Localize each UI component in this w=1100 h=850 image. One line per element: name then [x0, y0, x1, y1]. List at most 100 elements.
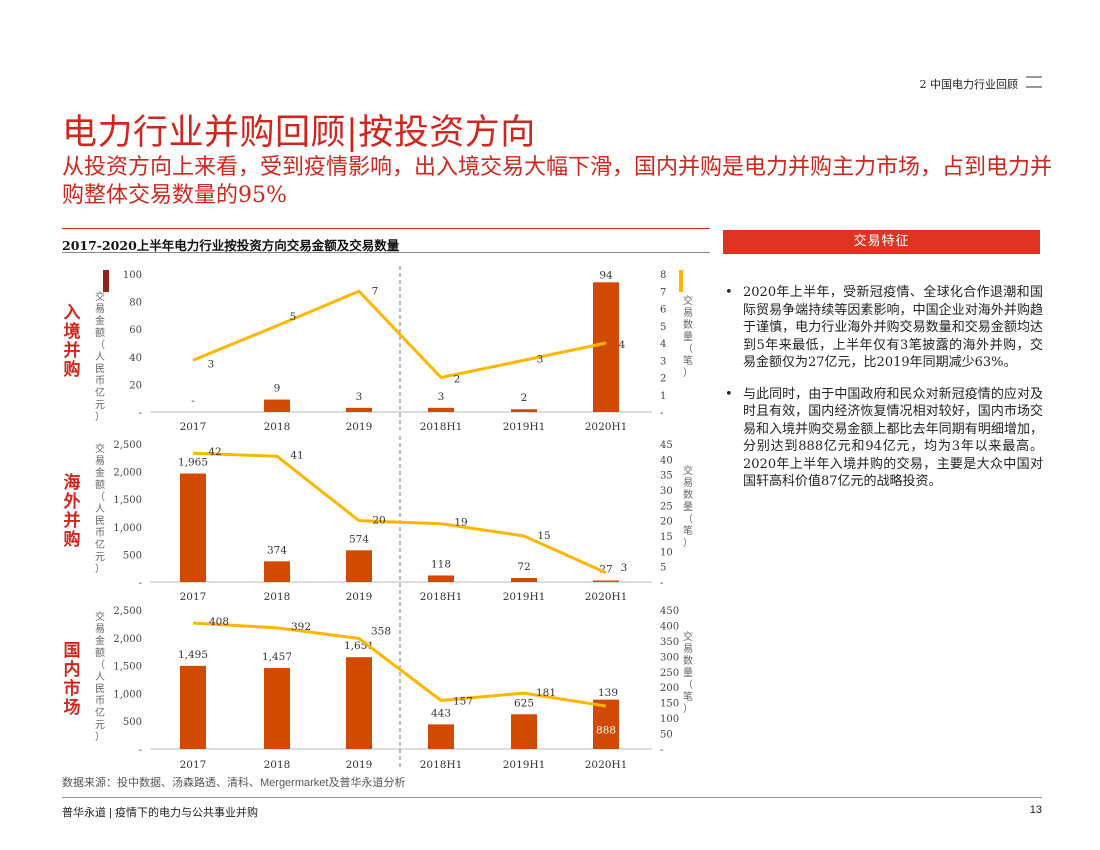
y-left-axis-title-char: 易: [95, 623, 105, 635]
bar: [593, 699, 619, 749]
feature-text: 与此同时，由于中国政府和民众对新冠疫情的应对及时且有效，国内经济恢复情况相对较好…: [743, 386, 1043, 490]
y-right-axis-title-char: 数: [683, 654, 693, 667]
y-right-tick-label: 10: [660, 547, 673, 558]
y-left-axis-title-char: 交: [95, 442, 105, 455]
panel-label-char: 并: [64, 510, 81, 531]
bar: [346, 657, 372, 749]
line-label: 5: [290, 311, 297, 323]
bar: [428, 575, 454, 582]
feature-item: • 与此同时，由于中国政府和民众对新冠疫情的应对及时且有效，国内经济恢复情况相对较…: [725, 386, 1043, 491]
y-right-tick-label: 450: [660, 606, 679, 617]
bar-label: 3: [356, 391, 363, 403]
y-left-tick-label: 60: [129, 325, 142, 336]
category-label: 2018: [264, 421, 291, 433]
y-right-axis-title-char: 交: [683, 464, 693, 477]
y-left-axis-title-char: （: [95, 491, 105, 503]
y-left-axis-title-char: 交: [95, 290, 105, 303]
y-left-axis-title-char: 元: [95, 552, 105, 563]
y-left-axis-title-char: 币: [95, 527, 105, 539]
feature-list: • 2020年上半年，受新冠疫情、全球化合作退潮和国际贸易争端持续等因素影响，中国…: [725, 284, 1043, 505]
y-left-tick-label: 1,000: [113, 689, 142, 700]
bar: [511, 409, 537, 412]
y-right-tick-label: 20: [660, 517, 673, 528]
y-right-tick-label: 200: [660, 683, 679, 694]
footer-left: 普华永道 | 疫情下的电力与公共事业并购: [62, 807, 258, 819]
y-right-axis-title-char: （: [683, 343, 693, 355]
y-left-tick-label: 80: [129, 298, 142, 309]
y-left-tick-label: 20: [129, 380, 142, 391]
y-left-tick-label: 500: [123, 717, 142, 728]
y-right-axis-title-char: 笔: [683, 690, 693, 703]
panel-label-char: 境: [64, 321, 81, 342]
page-number: 13: [1029, 804, 1042, 816]
chart-header: 2017-2020上半年电力行业按投资方向交易金额及交易数量: [62, 228, 710, 253]
bar-label: -: [191, 395, 195, 407]
y-left-tick-label: 2,500: [113, 440, 142, 451]
panel-label-char: 场: [64, 698, 81, 718]
bar: [511, 714, 537, 749]
line-label: 3: [621, 562, 628, 574]
y-right-axis-title-char: 量: [683, 331, 693, 343]
y-left-axis-title-char: 易: [95, 455, 105, 467]
footer-rule: [62, 797, 1042, 798]
y-left-axis-title-char: 金: [95, 634, 105, 647]
category-label: 2019: [346, 591, 373, 603]
bar: [264, 399, 290, 412]
y-left-axis-title-char: 人: [95, 503, 105, 515]
bar-label: 625: [514, 697, 534, 709]
line-label: 19: [454, 517, 467, 529]
line-label: 2: [454, 374, 461, 386]
panel-label-char: 入: [64, 303, 81, 323]
y-left-axis-title-char: 金: [95, 466, 105, 479]
y-right-tick-label: 5: [660, 322, 666, 333]
line-label: 4: [619, 339, 626, 351]
line-label: 181: [536, 687, 556, 699]
y-right-tick-label: 300: [660, 652, 679, 663]
y-left-axis-title-char: 民: [95, 515, 105, 527]
category-label: 2018: [264, 759, 291, 771]
bar-label: 118: [431, 558, 451, 570]
bar-label: 374: [267, 544, 287, 556]
bar-label: 9: [274, 383, 281, 395]
y-right-tick-label: 400: [660, 621, 679, 632]
y-right-tick-label: 4: [660, 339, 666, 350]
y-right-axis-title-char: 量: [683, 667, 693, 679]
panel-label-char: 购: [64, 529, 81, 550]
line-label: 41: [290, 449, 303, 461]
y-left-axis-title-char: 人: [95, 351, 105, 363]
y-left-axis-title-char: 交: [95, 610, 105, 623]
y-left-tick-label: -: [139, 745, 142, 756]
bar: [428, 724, 454, 749]
bar: [593, 580, 619, 582]
y-right-axis-title-char: 交: [683, 630, 693, 643]
y-right-axis-title-char: 数: [683, 488, 693, 501]
bar: [346, 550, 372, 582]
y-left-tick-label: 1,000: [113, 523, 142, 534]
bullet-icon: •: [725, 285, 733, 300]
feature-banner: 交易特征: [723, 230, 1040, 254]
line-label: 3: [537, 353, 544, 365]
category-label: 2017: [180, 759, 207, 771]
line-label: 392: [291, 621, 311, 633]
y-right-tick-label: 50: [660, 730, 673, 741]
y-right-tick-label: 350: [660, 637, 679, 648]
y-left-axis-title-char: 币: [95, 375, 105, 387]
category-label: 2019: [346, 759, 373, 771]
count-line: [192, 451, 607, 575]
y-left-tick-label: 2,000: [113, 468, 142, 479]
chart-header-rule: [62, 252, 710, 253]
y-left-axis-title-char: ）: [95, 731, 105, 743]
y-right-tick-label: 100: [660, 714, 679, 725]
bar: [264, 667, 290, 749]
category-label: 2020H1: [585, 759, 628, 771]
bar-label: 94: [599, 269, 613, 281]
category-label: 2020H1: [585, 421, 628, 433]
line-label: 3: [208, 358, 215, 370]
y-right-tick-label: 8: [660, 270, 666, 281]
y-right-tick-label: 3: [660, 356, 666, 367]
y-right-tick-label: 7: [660, 287, 666, 298]
y-right-axis-title-char: ）: [683, 537, 693, 549]
category-label: 2017: [180, 591, 207, 603]
bar: [264, 561, 290, 582]
y-right-axis-title-char: 数: [683, 318, 693, 331]
